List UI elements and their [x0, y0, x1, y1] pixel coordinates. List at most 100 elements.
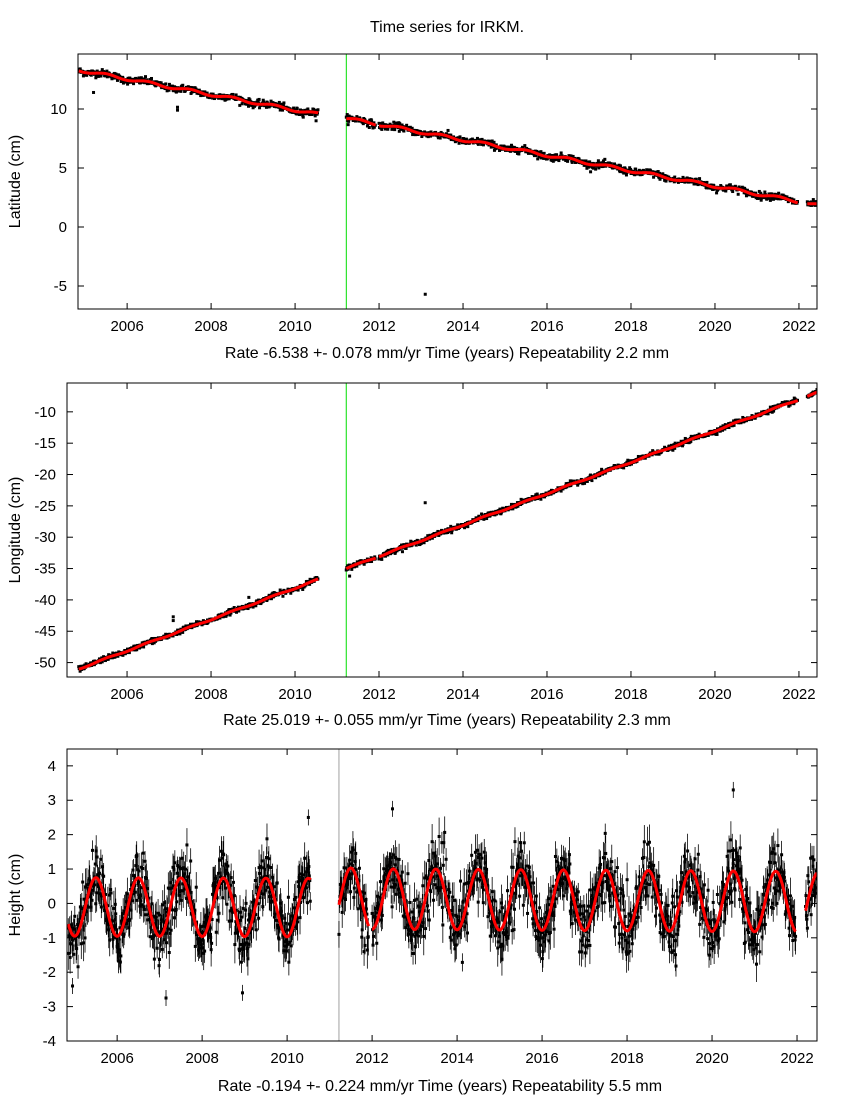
observation-point: [539, 498, 542, 501]
observation-point: [583, 482, 586, 485]
observation-point: [438, 835, 441, 838]
observation-point: [119, 961, 122, 964]
fit-line: [379, 126, 798, 203]
observation-point: [480, 857, 483, 860]
observation-point: [302, 116, 305, 119]
data-layer: [77, 54, 818, 309]
observation-point: [517, 152, 520, 155]
observation-point: [114, 912, 117, 915]
observation-point: [470, 854, 473, 857]
observation-point: [233, 943, 236, 946]
observation-point: [448, 891, 451, 894]
y-tick-label: -15: [34, 435, 56, 452]
outlier-point: [176, 106, 179, 109]
observation-point: [296, 920, 299, 923]
observation-point: [294, 896, 297, 899]
y-tick-label: -40: [34, 592, 56, 609]
observation-point: [142, 852, 145, 855]
x-tick-label: 2020: [698, 318, 731, 335]
x-tick-label: 2012: [362, 686, 395, 703]
observation-point: [81, 881, 84, 884]
observation-point: [458, 135, 461, 138]
observation-point: [493, 141, 496, 144]
observation-point: [493, 899, 496, 902]
observation-point: [138, 869, 141, 872]
observation-point: [282, 101, 285, 104]
repeatability-label: Repeatability 2.3 mm: [516, 712, 671, 729]
observations: [77, 67, 818, 295]
observation-point: [421, 884, 424, 887]
data-layer: [67, 749, 818, 1041]
outlier-point: [247, 596, 250, 599]
x-tick-label: 2006: [110, 318, 143, 335]
observation-point: [108, 938, 111, 941]
observation-point: [258, 98, 261, 101]
observation-point: [222, 853, 225, 856]
observation-point: [136, 899, 139, 902]
observation-point: [195, 886, 198, 889]
observation-point: [175, 900, 178, 903]
observation-point: [594, 168, 597, 171]
observation-point: [428, 919, 431, 922]
observation-point: [267, 857, 270, 860]
observation-point: [337, 933, 340, 936]
fit-line: [79, 579, 318, 669]
observation-point: [371, 912, 374, 915]
observation-point: [441, 923, 444, 926]
figure-title: Time series for IRKM.: [370, 19, 524, 36]
observation-point: [305, 886, 308, 889]
observation-point: [171, 908, 174, 911]
y-tick-label: -35: [34, 561, 56, 578]
observation-point: [173, 861, 176, 864]
observation-point: [245, 902, 248, 905]
observation-point: [462, 900, 465, 903]
observation-point: [391, 905, 394, 908]
y-tick-label: 0: [59, 219, 67, 236]
fit-line: [379, 401, 798, 558]
observation-point: [393, 863, 396, 866]
rate-label: Rate -6.538 +- 0.078 mm/yr: [225, 345, 422, 362]
observation-point: [422, 935, 425, 938]
x-axis-label: Rate -6.538 +- 0.078 mm/yr Time (years) …: [225, 345, 669, 362]
observation-point: [737, 193, 740, 196]
observation-point: [96, 856, 99, 859]
observation-point: [303, 857, 306, 860]
y-tick-label: -5: [54, 278, 67, 295]
observation-point: [443, 831, 446, 834]
observation-point: [142, 905, 145, 908]
x-tick-label: 2014: [446, 686, 479, 703]
observation-point: [350, 872, 353, 875]
observation-point: [513, 908, 516, 911]
observation-point: [287, 896, 290, 899]
observation-point: [453, 899, 456, 902]
observation-point: [447, 129, 450, 132]
observation-point: [119, 954, 122, 957]
observation-point: [560, 151, 563, 154]
observation-point: [408, 901, 411, 904]
observation-point: [491, 890, 494, 893]
observation-point: [433, 883, 436, 886]
observation-point: [523, 144, 526, 147]
observation-point: [439, 867, 442, 870]
x-axis-label: Rate 25.019 +- 0.055 mm/yr Time (years) …: [223, 712, 671, 729]
observation-point: [155, 915, 158, 918]
observation-point: [210, 942, 213, 945]
observation-point: [401, 550, 404, 553]
x-tick-label: 2018: [614, 686, 647, 703]
observation-point: [264, 889, 267, 892]
observation-point: [284, 922, 287, 925]
observation-point: [506, 889, 509, 892]
observation-point: [276, 881, 279, 884]
observation-point: [143, 908, 146, 911]
observation-point: [185, 843, 188, 846]
y-tick-label: -50: [34, 655, 56, 672]
observation-point: [269, 866, 272, 869]
observation-point: [459, 880, 462, 883]
outlier-point: [92, 91, 95, 94]
observation-point: [402, 130, 405, 133]
observation-point: [590, 479, 593, 482]
observation-point: [442, 864, 445, 867]
observation-point: [114, 903, 117, 906]
